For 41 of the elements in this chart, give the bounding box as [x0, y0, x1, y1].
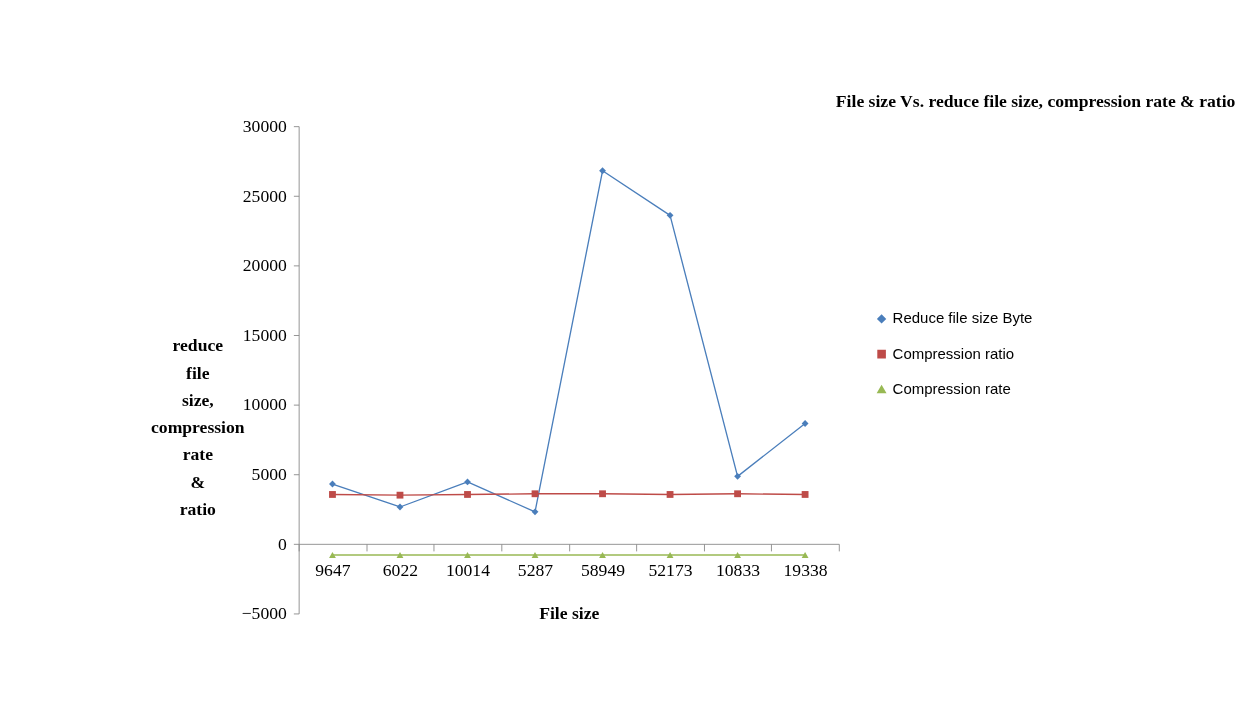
x-tick-label: 19338 — [783, 560, 828, 581]
y-tick-label: 5000 — [251, 464, 288, 485]
y-tick-label: 25000 — [242, 185, 287, 206]
point — [734, 472, 741, 480]
x-tick-label: 58949 — [580, 560, 626, 581]
point — [531, 508, 539, 516]
point — [666, 552, 674, 558]
x-tick-label: 6022 — [382, 560, 419, 581]
legend-label: Reduce file size Byte — [892, 309, 1033, 327]
legend-label: Compression ratio — [892, 344, 1015, 362]
y-tick-label: 0 — [278, 533, 287, 554]
point — [801, 491, 809, 498]
x-tick-label: 10833 — [716, 560, 761, 581]
point — [666, 211, 674, 219]
y-tick-label: 10000 — [242, 394, 287, 415]
x-tick-label: 9647 — [315, 560, 351, 581]
point — [464, 491, 471, 498]
text: File size Vs. reduce file size, compression rate & ratio — [835, 90, 1236, 111]
y-tick-label: 30000 — [242, 115, 287, 136]
point — [734, 490, 741, 498]
point — [396, 552, 404, 558]
point — [329, 552, 336, 558]
point — [734, 552, 741, 558]
point — [396, 503, 404, 511]
point — [329, 491, 336, 498]
point — [801, 420, 809, 427]
y-tick-label: −5000 — [241, 603, 287, 624]
point — [801, 552, 809, 558]
x-tick-label: 52173 — [648, 560, 693, 581]
x-tick-label: 5287 — [517, 560, 554, 581]
point — [464, 552, 471, 558]
legend-label: Compression rate — [892, 379, 1011, 397]
y-axis-title: reduce file size, compression rate & ratio — [151, 335, 245, 520]
point — [531, 552, 539, 558]
y-tick-label: 15000 — [242, 324, 287, 345]
point — [599, 552, 606, 558]
point — [599, 167, 606, 175]
point — [599, 490, 606, 498]
x-axis-title: File size — [539, 603, 600, 624]
y-tick-label: 20000 — [242, 255, 287, 276]
x-tick-label: 10014 — [445, 560, 491, 581]
